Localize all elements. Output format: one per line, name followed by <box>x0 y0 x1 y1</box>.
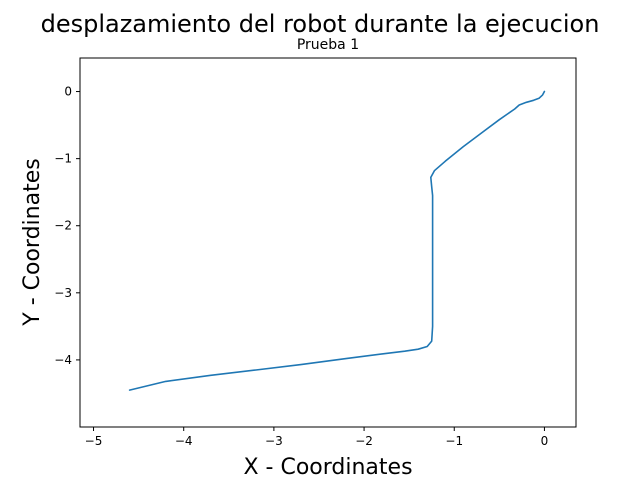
x-tick-label: −2 <box>355 434 373 448</box>
x-tick-label: −5 <box>85 434 103 448</box>
y-axis-label: Y - Coordinates <box>20 158 45 326</box>
x-axis-ticks: −5 −4 −3 −2 −1 0 <box>85 427 549 448</box>
x-tick-label: −1 <box>445 434 463 448</box>
chart-title: Prueba 1 <box>297 37 359 53</box>
y-tick-label: −3 <box>54 286 72 300</box>
y-tick-label: −2 <box>54 219 72 233</box>
figure-suptitle: desplazamiento del robot durante la ejec… <box>41 10 600 38</box>
data-lines <box>128 90 546 391</box>
y-tick-label: −4 <box>54 353 72 367</box>
y-axis-ticks: −4 −3 −2 −1 0 <box>54 85 80 367</box>
x-tick-label: 0 <box>541 434 549 448</box>
x-tick-label: −3 <box>265 434 283 448</box>
plot-area: −5 −4 −3 −2 −1 0 −4 −3 −2 −1 0 <box>54 57 577 448</box>
series-line-0 <box>128 90 546 391</box>
y-tick-label: 0 <box>64 85 72 99</box>
x-axis-label: X - Coordinates <box>243 455 412 480</box>
axes-frame <box>79 57 577 428</box>
y-tick-label: −1 <box>54 152 72 166</box>
x-tick-label: −4 <box>175 434 193 448</box>
